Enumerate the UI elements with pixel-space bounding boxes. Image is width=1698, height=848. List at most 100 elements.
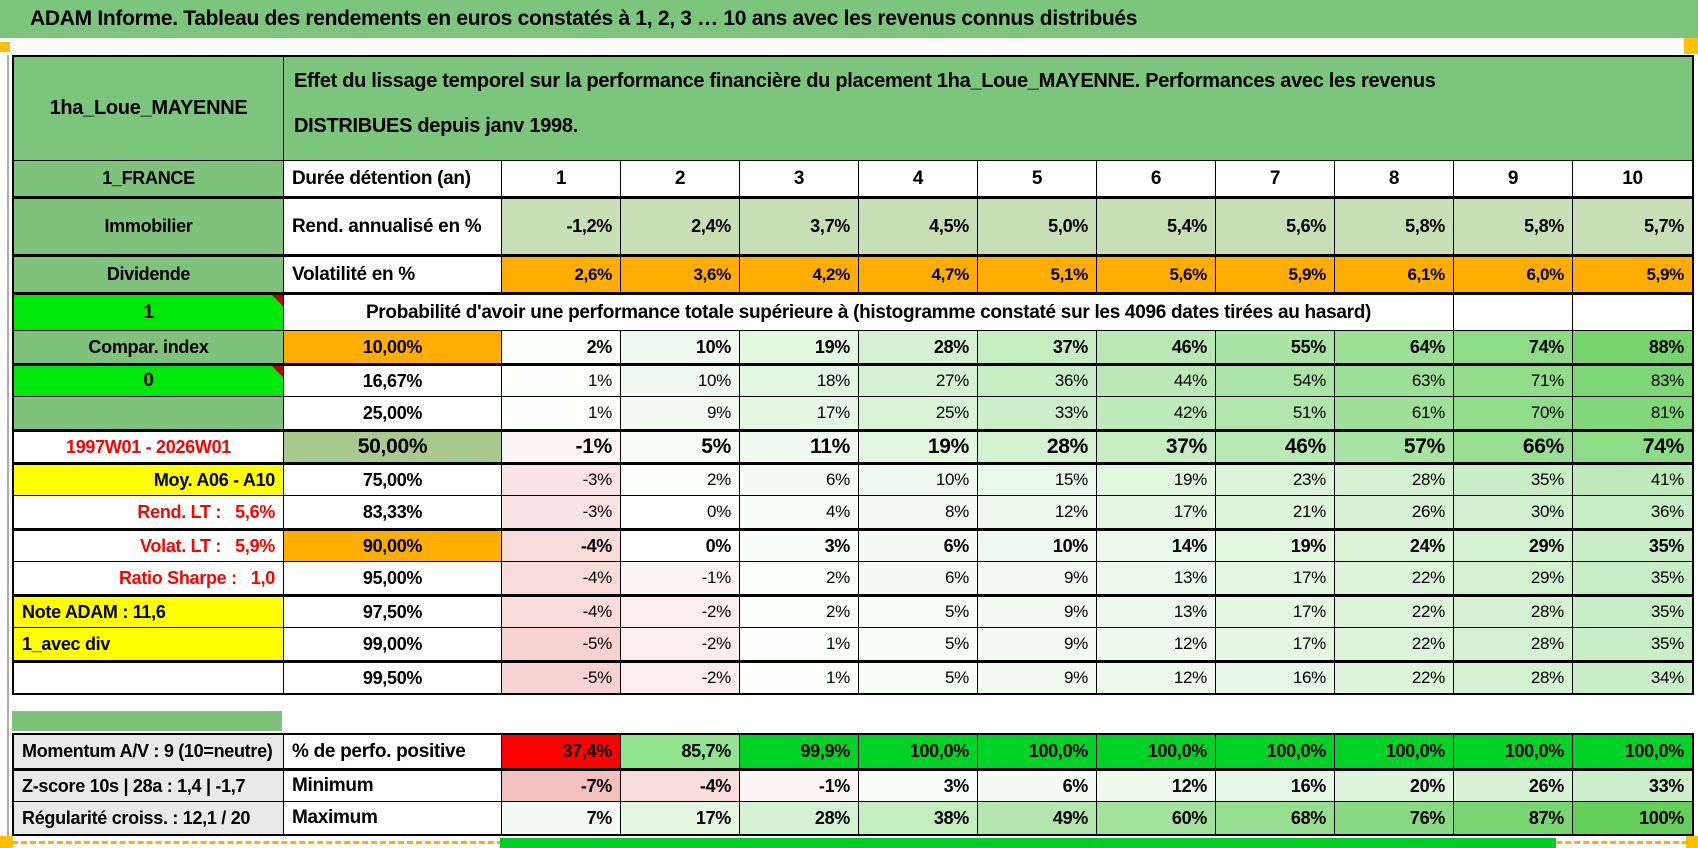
threshold-cell[interactable]: 97,50% <box>284 597 502 627</box>
probability-title-cell[interactable]: Probabilité d'avoir une performance tota… <box>284 295 1454 330</box>
prob-value-cell[interactable]: 55% <box>1216 331 1335 363</box>
volatility-value-cell[interactable]: 2,6% <box>502 257 621 292</box>
duration-label-cell[interactable]: Durée détention (an) <box>284 161 502 196</box>
max-value-cell[interactable]: 38% <box>859 802 978 834</box>
threshold-cell[interactable]: 90,00% <box>284 531 502 561</box>
annual-value-cell[interactable]: 5,6% <box>1216 199 1335 254</box>
col-header-cell[interactable]: 4 <box>859 161 978 196</box>
empty-cell[interactable] <box>1454 295 1573 330</box>
prob-value-cell[interactable]: 27% <box>859 366 978 396</box>
prob-value-cell[interactable]: 71% <box>1454 366 1573 396</box>
prob-value-cell[interactable]: 22% <box>1335 663 1454 693</box>
prob-value-cell[interactable]: 1% <box>502 397 621 429</box>
prob-value-cell[interactable]: 64% <box>1335 331 1454 363</box>
annual-value-cell[interactable]: 5,4% <box>1097 199 1216 254</box>
prob-value-cell[interactable]: 22% <box>1335 628 1454 660</box>
perfo-value-cell[interactable]: 100,0% <box>978 735 1097 768</box>
prob-value-cell[interactable]: 22% <box>1335 597 1454 627</box>
prob-value-cell[interactable]: 81% <box>1573 397 1692 429</box>
footer-label-cell[interactable]: Momentum A/V : 9 (10=neutre) <box>14 735 284 768</box>
prob-value-cell[interactable]: -3% <box>502 496 621 528</box>
prob-value-cell[interactable]: -2% <box>621 597 740 627</box>
prob-value-cell[interactable]: 18% <box>740 366 859 396</box>
prob-value-cell[interactable]: -4% <box>502 562 621 594</box>
volatility-value-cell[interactable]: 5,6% <box>1097 257 1216 292</box>
prob-value-cell[interactable]: -4% <box>502 597 621 627</box>
volatility-value-cell[interactable]: 5,9% <box>1573 257 1692 292</box>
prob-value-cell[interactable]: -1% <box>502 432 621 462</box>
col-header-cell[interactable]: 9 <box>1454 161 1573 196</box>
prob-value-cell[interactable]: 5% <box>859 597 978 627</box>
prob-value-cell[interactable]: -4% <box>502 531 621 561</box>
prob-value-cell[interactable]: -3% <box>502 465 621 495</box>
probability-corner-cell[interactable]: 1 <box>14 295 284 330</box>
prob-value-cell[interactable]: 17% <box>1216 628 1335 660</box>
prob-value-cell[interactable]: 28% <box>1454 628 1573 660</box>
perfo-value-cell[interactable]: 37,4% <box>502 735 621 768</box>
prob-value-cell[interactable]: 2% <box>740 562 859 594</box>
prob-value-cell[interactable]: 41% <box>1573 465 1692 495</box>
min-value-cell[interactable]: 12% <box>1097 771 1216 801</box>
left-label-cell[interactable]: Moy. A06 - A10 <box>14 465 284 495</box>
prob-value-cell[interactable]: 74% <box>1573 432 1692 462</box>
max-value-cell[interactable]: 28% <box>740 802 859 834</box>
col-header-cell[interactable]: 2 <box>621 161 740 196</box>
prob-value-cell[interactable]: 28% <box>1454 597 1573 627</box>
prob-value-cell[interactable]: 37% <box>1097 432 1216 462</box>
min-value-cell[interactable]: -4% <box>621 771 740 801</box>
footer-stat-label-cell[interactable]: Maximum <box>284 802 502 834</box>
annual-value-cell[interactable]: 3,7% <box>740 199 859 254</box>
annual-value-cell[interactable]: 5,8% <box>1335 199 1454 254</box>
footer-label-cell[interactable]: Z-score 10s | 28a : 1,4 | -1,7 <box>14 771 284 801</box>
prob-value-cell[interactable]: 35% <box>1573 531 1692 561</box>
annual-value-cell[interactable]: 4,5% <box>859 199 978 254</box>
threshold-cell[interactable]: 99,50% <box>284 663 502 693</box>
max-value-cell[interactable]: 87% <box>1454 802 1573 834</box>
prob-value-cell[interactable]: 61% <box>1335 397 1454 429</box>
volatility-value-cell[interactable]: 6,1% <box>1335 257 1454 292</box>
prob-value-cell[interactable]: 37% <box>978 331 1097 363</box>
prob-value-cell[interactable]: 42% <box>1097 397 1216 429</box>
threshold-cell[interactable]: 50,00% <box>284 432 502 462</box>
annual-label-cell[interactable]: Rend. annualisé en % <box>284 199 502 254</box>
min-value-cell[interactable]: 3% <box>859 771 978 801</box>
volatility-value-cell[interactable]: 4,7% <box>859 257 978 292</box>
prob-value-cell[interactable]: 36% <box>1573 496 1692 528</box>
prob-value-cell[interactable]: 6% <box>859 531 978 561</box>
volatility-value-cell[interactable]: 6,0% <box>1454 257 1573 292</box>
prob-value-cell[interactable]: 5% <box>621 432 740 462</box>
volatility-value-cell[interactable]: 4,2% <box>740 257 859 292</box>
col-header-cell[interactable]: 10 <box>1622 167 1643 189</box>
prob-value-cell[interactable]: 9% <box>978 628 1097 660</box>
footer-stat-label-cell[interactable]: % de perfo. positive <box>284 735 502 768</box>
left-label-cell[interactable]: Rend. LT : 5,6% <box>14 496 284 528</box>
threshold-cell[interactable]: 10,00% <box>284 331 502 363</box>
region-cell[interactable]: 1_FRANCE <box>14 161 284 196</box>
prob-value-cell[interactable]: 28% <box>1335 465 1454 495</box>
prob-value-cell[interactable]: 2% <box>740 597 859 627</box>
prob-value-cell[interactable]: 21% <box>1216 496 1335 528</box>
prob-value-cell[interactable]: 19% <box>1216 531 1335 561</box>
threshold-cell[interactable]: 16,67% <box>284 366 502 396</box>
left-label-cell[interactable]: Volat. LT : 5,9% <box>14 531 284 561</box>
prob-value-cell[interactable]: 3% <box>740 531 859 561</box>
prob-value-cell[interactable]: 28% <box>1454 663 1573 693</box>
prob-value-cell[interactable]: 1% <box>740 663 859 693</box>
prob-value-cell[interactable]: 5% <box>859 628 978 660</box>
prob-value-cell[interactable]: 46% <box>1216 432 1335 462</box>
left-label-cell[interactable]: Ratio Sharpe : 1,0 <box>14 562 284 594</box>
prob-value-cell[interactable]: 0% <box>621 531 740 561</box>
threshold-cell[interactable]: 99,00% <box>284 628 502 660</box>
col-header-cell[interactable]: 1 <box>502 161 621 196</box>
min-value-cell[interactable]: -1% <box>740 771 859 801</box>
prob-value-cell[interactable]: 4% <box>740 496 859 528</box>
prob-value-cell[interactable]: -2% <box>621 663 740 693</box>
left-label-cell[interactable]: Note ADAM : 11,6 <box>14 597 284 627</box>
max-value-cell[interactable]: 7% <box>502 802 621 834</box>
prob-value-cell[interactable]: 10% <box>859 465 978 495</box>
prob-value-cell[interactable]: 9% <box>978 597 1097 627</box>
min-value-cell[interactable]: 20% <box>1335 771 1454 801</box>
annual-value-cell[interactable]: 5,8% <box>1454 199 1573 254</box>
footer-label-cell[interactable]: Régularité croiss. : 12,1 / 20 <box>14 802 284 834</box>
prob-value-cell[interactable]: 19% <box>740 331 859 363</box>
